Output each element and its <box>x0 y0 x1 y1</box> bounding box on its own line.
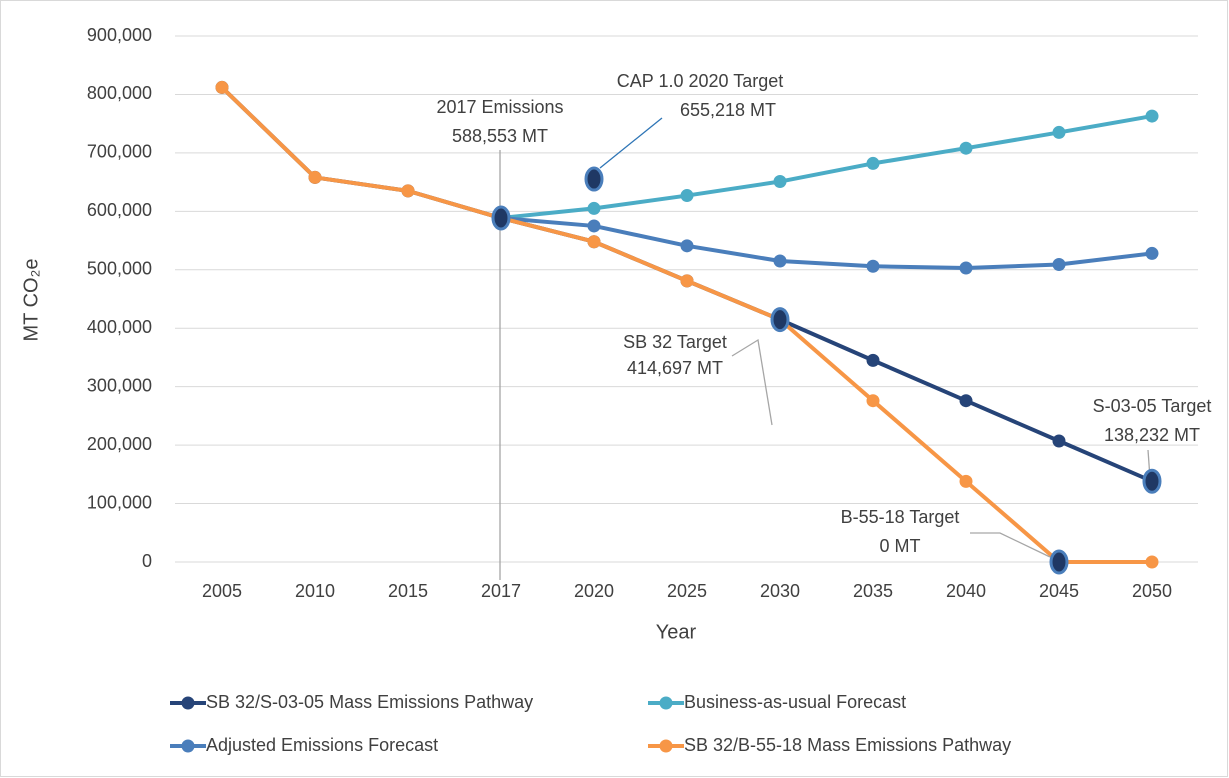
data-point <box>215 80 229 94</box>
x-tick-label: 2045 <box>1039 581 1079 601</box>
legend-label: SB 32/S-03-05 Mass Emissions Pathway <box>206 692 533 712</box>
data-point <box>1145 246 1159 260</box>
annotation-marker <box>491 205 511 231</box>
data-point <box>959 474 973 488</box>
series-line <box>500 216 1153 271</box>
x-tick-label: 2030 <box>760 581 800 601</box>
x-tick-label: 2015 <box>388 581 428 601</box>
x-tick-label: 2050 <box>1132 581 1172 601</box>
x-tick-label: 2025 <box>667 581 707 601</box>
data-point <box>680 189 694 203</box>
data-point <box>959 394 973 408</box>
data-point <box>773 254 787 268</box>
y-tick-label: 300,000 <box>87 375 152 395</box>
data-point <box>866 353 880 367</box>
data-point <box>866 156 880 170</box>
legend-label: Business-as-usual Forecast <box>684 692 906 712</box>
annotation-text: SB 32 Target <box>623 332 727 352</box>
annotation-leader <box>599 117 663 169</box>
data-point <box>1052 125 1066 139</box>
y-tick-label: 900,000 <box>87 25 152 45</box>
annotation-text: 2017 Emissions <box>436 97 563 117</box>
y-tick-label: 100,000 <box>87 492 152 512</box>
legend-marker <box>181 739 195 753</box>
x-tick-label: 2035 <box>853 581 893 601</box>
annotation-text: 414,697 MT <box>627 358 723 378</box>
y-axis-title: MT CO₂e <box>20 259 42 342</box>
data-point <box>308 170 322 184</box>
annotation-marker <box>770 307 790 333</box>
x-tick-label: 2010 <box>295 581 335 601</box>
data-point <box>1052 258 1066 272</box>
data-point <box>959 141 973 155</box>
legend-marker <box>659 696 673 710</box>
data-point <box>587 235 601 249</box>
data-point <box>680 239 694 253</box>
annotation-text: 0 MT <box>879 536 920 556</box>
annotation-marker <box>1142 468 1162 494</box>
x-tick-label: 2040 <box>946 581 986 601</box>
data-point <box>1145 109 1159 123</box>
data-point <box>866 259 880 273</box>
y-tick-label: 200,000 <box>87 434 152 454</box>
x-axis-title: Year <box>656 621 697 643</box>
x-tick-label: 2017 <box>481 581 521 601</box>
data-point <box>1052 434 1066 448</box>
annotation-marker <box>1049 549 1069 575</box>
series-line <box>500 114 1153 221</box>
legend-marker <box>659 739 673 753</box>
legend-label: Adjusted Emissions Forecast <box>206 735 438 755</box>
legend-marker <box>181 696 195 710</box>
y-tick-label: 800,000 <box>87 83 152 103</box>
data-point <box>587 201 601 215</box>
data-point <box>401 184 415 198</box>
x-tick-label: 2005 <box>202 581 242 601</box>
y-tick-label: 400,000 <box>87 317 152 337</box>
y-tick-label: 600,000 <box>87 200 152 220</box>
y-tick-label: 700,000 <box>87 142 152 162</box>
annotation-text: 655,218 MT <box>680 100 776 120</box>
data-point <box>1145 555 1159 569</box>
x-tick-label: 2020 <box>574 581 614 601</box>
data-point <box>866 394 880 408</box>
data-point <box>587 219 601 233</box>
annotation-text: B-55-18 Target <box>841 507 960 527</box>
annotation-marker <box>584 166 604 192</box>
legend-label: SB 32/B-55-18 Mass Emissions Pathway <box>684 735 1011 755</box>
annotation-leader <box>970 532 1051 558</box>
data-point <box>680 274 694 288</box>
annotation-text: 588,553 MT <box>452 126 548 146</box>
y-tick-label: 0 <box>142 551 152 571</box>
data-point <box>959 261 973 275</box>
annotation-text: S-03-05 Target <box>1093 396 1212 416</box>
y-tick-label: 500,000 <box>87 259 152 279</box>
annotation-text: CAP 1.0 2020 Target <box>617 71 783 91</box>
data-point <box>773 175 787 189</box>
annotation-leader <box>731 338 773 426</box>
annotation-text: 138,232 MT <box>1104 425 1200 445</box>
